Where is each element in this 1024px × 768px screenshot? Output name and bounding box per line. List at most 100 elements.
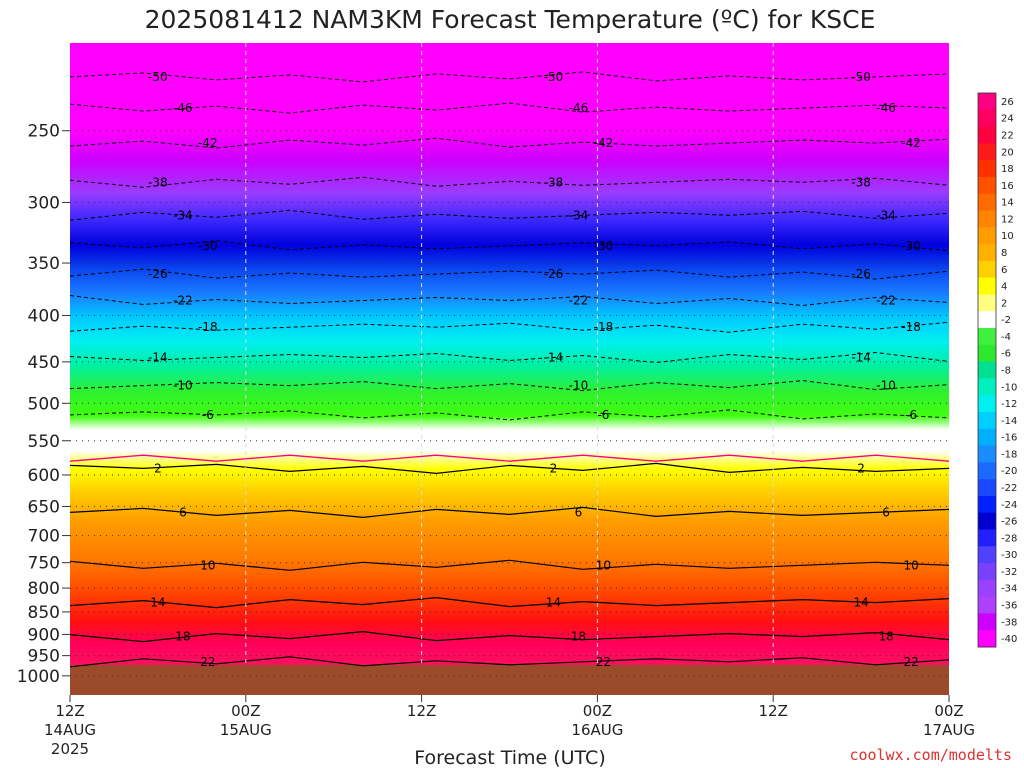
- colorbar-tick-label: 10: [1001, 231, 1014, 242]
- colorbar-tick-label: -4: [1001, 332, 1011, 343]
- colorbar-swatch: [978, 328, 996, 346]
- y-tick-label: 300: [28, 193, 60, 213]
- y-tick-label: 350: [28, 254, 60, 274]
- y-tick-label: 750: [28, 554, 60, 574]
- x-tick-label: 12Z: [759, 702, 788, 720]
- x-tick-label: 16AUG: [571, 721, 623, 739]
- isotherm-label: -38: [148, 175, 168, 189]
- ground-below-surface: [70, 665, 949, 695]
- isotherm-line: [69, 102, 950, 114]
- y-axis-ticks: 2503003504004505005506006507007508008509…: [17, 122, 70, 687]
- isotherm-line: [69, 656, 950, 668]
- colorbar-tick-label: 8: [1001, 248, 1007, 259]
- isotherm-label: 22: [903, 655, 918, 669]
- colorbar-swatch: [978, 143, 996, 161]
- isotherm-label: -42: [198, 136, 218, 150]
- colorbar-tick-label: -20: [1001, 466, 1017, 477]
- isotherm-label: -10: [569, 379, 589, 393]
- isotherm-label: 18: [571, 630, 586, 644]
- isotherm-label: 6: [882, 505, 890, 519]
- colorbar-swatch: [978, 344, 996, 363]
- isotherm-label: -26: [148, 267, 168, 281]
- y-tick-label: 800: [28, 579, 60, 599]
- isotherm-label: -18: [594, 320, 614, 334]
- x-tick-label: 00Z: [583, 702, 612, 720]
- isotherm-line: [69, 137, 950, 149]
- colorbar-swatch: [978, 126, 996, 144]
- isotherm-line: [69, 240, 950, 252]
- grid-lines: [70, 43, 949, 677]
- y-tick-label: 500: [28, 394, 60, 414]
- colorbar-swatch: [978, 630, 996, 648]
- colorbar-tick-label: -34: [1001, 584, 1017, 595]
- isotherm-label: 18: [878, 630, 893, 644]
- colorbar-tick-label: -6: [1001, 349, 1011, 360]
- colorbar-swatch: [978, 411, 996, 430]
- colorbar-swatch: [978, 512, 996, 530]
- colorbar-swatch: [978, 563, 996, 581]
- isotherm-line: [69, 462, 950, 475]
- isotherm-label: -38: [851, 175, 871, 189]
- isotherm-label: -26: [544, 267, 564, 281]
- colorbar-swatch: [978, 361, 996, 379]
- colorbar-tick-label: 22: [1001, 130, 1014, 141]
- isotherm-line: [69, 596, 950, 609]
- colorbar-swatch: [978, 277, 996, 295]
- isotherm-label: -46: [569, 101, 589, 115]
- isotherm-label: -22: [173, 294, 193, 308]
- isotherm-label: -6: [905, 408, 917, 422]
- isotherm-label: 14: [853, 596, 868, 610]
- colorbar-tick-label: 20: [1001, 147, 1014, 158]
- watermark: coolwx.com/modelts: [849, 746, 1012, 764]
- isotherm-line: [69, 295, 950, 307]
- colorbar-tick-label: 16: [1001, 181, 1014, 192]
- isotherm-line: [69, 630, 950, 643]
- colorbar-swatch: [978, 529, 996, 547]
- isotherm-label: 14: [546, 596, 561, 610]
- colorbar-swatch: [978, 462, 996, 480]
- isotherm-label: 2: [154, 461, 162, 475]
- colorbar-swatch: [978, 244, 996, 262]
- isotherm-label: 14: [150, 596, 165, 610]
- isotherm-label: -50: [851, 70, 871, 84]
- isotherm-label: 6: [575, 505, 583, 519]
- isotherm-label: 2: [857, 461, 865, 475]
- colorbar-swatch: [978, 596, 996, 614]
- colorbar-tick-label: 4: [1001, 282, 1007, 293]
- isotherm-label: -30: [901, 239, 921, 253]
- y-tick-label: 1000: [17, 667, 60, 687]
- isotherm-label: -6: [597, 408, 609, 422]
- isotherm-label: -50: [148, 70, 168, 84]
- isotherm-label: -42: [594, 136, 614, 150]
- isotherm-label: 10: [903, 558, 918, 572]
- colorbar-tick-label: -38: [1001, 617, 1017, 628]
- isotherm-label: 22: [200, 655, 215, 669]
- isotherm-line: [69, 176, 950, 188]
- x-tick-label: 17AUG: [923, 721, 975, 739]
- isotherm-label: -22: [569, 294, 589, 308]
- x-tick-label: 12Z: [407, 702, 436, 720]
- isotherm-label: 18: [175, 630, 190, 644]
- isotherm-label: 6: [179, 505, 187, 519]
- colorbar-swatch: [978, 579, 996, 598]
- isotherm-label: -30: [594, 239, 614, 253]
- isotherm-contours: [69, 71, 950, 668]
- isotherm-label: 10: [596, 558, 611, 572]
- colorbar-tick-label: -16: [1001, 433, 1017, 444]
- isotherm-label: -34: [876, 208, 896, 222]
- x-tick-label: 00Z: [231, 702, 260, 720]
- isotherm-line: [69, 506, 950, 519]
- x-tick-label: 15AUG: [220, 721, 272, 739]
- colorbar-tick-label: -26: [1001, 517, 1017, 528]
- colorbar-tick-label: 12: [1001, 214, 1014, 225]
- colorbar-tick-label: -40: [1001, 634, 1017, 645]
- y-tick-label: 850: [28, 603, 60, 623]
- isotherm-line: [69, 209, 950, 221]
- isotherm-label: -26: [851, 267, 871, 281]
- colorbar-tick-label: -14: [1001, 416, 1017, 427]
- colorbar-tick-label: -12: [1001, 399, 1017, 410]
- colorbar-tick-label: 26: [1001, 97, 1014, 108]
- isotherm-line: [69, 71, 950, 83]
- isotherm-line: [69, 409, 950, 421]
